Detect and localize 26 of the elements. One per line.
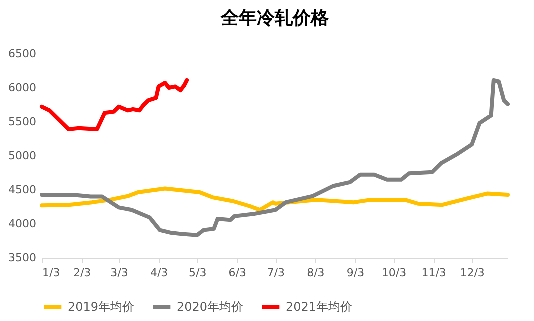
x-tick-label: 7/3 <box>267 266 285 280</box>
legend-label: 2020年均价 <box>177 300 244 314</box>
x-tick-label: 5/3 <box>188 266 207 280</box>
x-tick-label: 8/3 <box>307 266 325 280</box>
x-tick-label: 10/3 <box>382 266 407 280</box>
y-tick-label: 5000 <box>8 150 36 162</box>
legend-label: 2021年均价 <box>286 300 353 314</box>
x-tick-label: 2/3 <box>73 266 92 280</box>
x-tick-label: 4/3 <box>150 266 168 280</box>
legend-label: 2019年均价 <box>68 300 135 314</box>
line-series <box>40 186 510 212</box>
line-series <box>40 78 190 132</box>
y-tick-label: 3500 <box>8 252 36 264</box>
y-tick-label: 4500 <box>8 184 36 196</box>
y-tick-label: 6000 <box>8 82 36 94</box>
x-tick-label: 6/3 <box>228 266 246 280</box>
x-tick-label: 11/3 <box>422 266 446 280</box>
chart-title: 全年冷轧价格 <box>220 8 330 29</box>
line-series <box>40 78 510 238</box>
x-tick-label: 3/3 <box>110 266 128 280</box>
x-tick-label: 9/3 <box>346 266 365 280</box>
x-tick-label: 12/3 <box>460 266 485 280</box>
y-tick-label: 5500 <box>8 116 36 128</box>
x-tick-label: 1/3 <box>42 266 60 280</box>
y-tick-label: 6500 <box>8 48 36 60</box>
y-tick-label: 4000 <box>8 218 36 230</box>
